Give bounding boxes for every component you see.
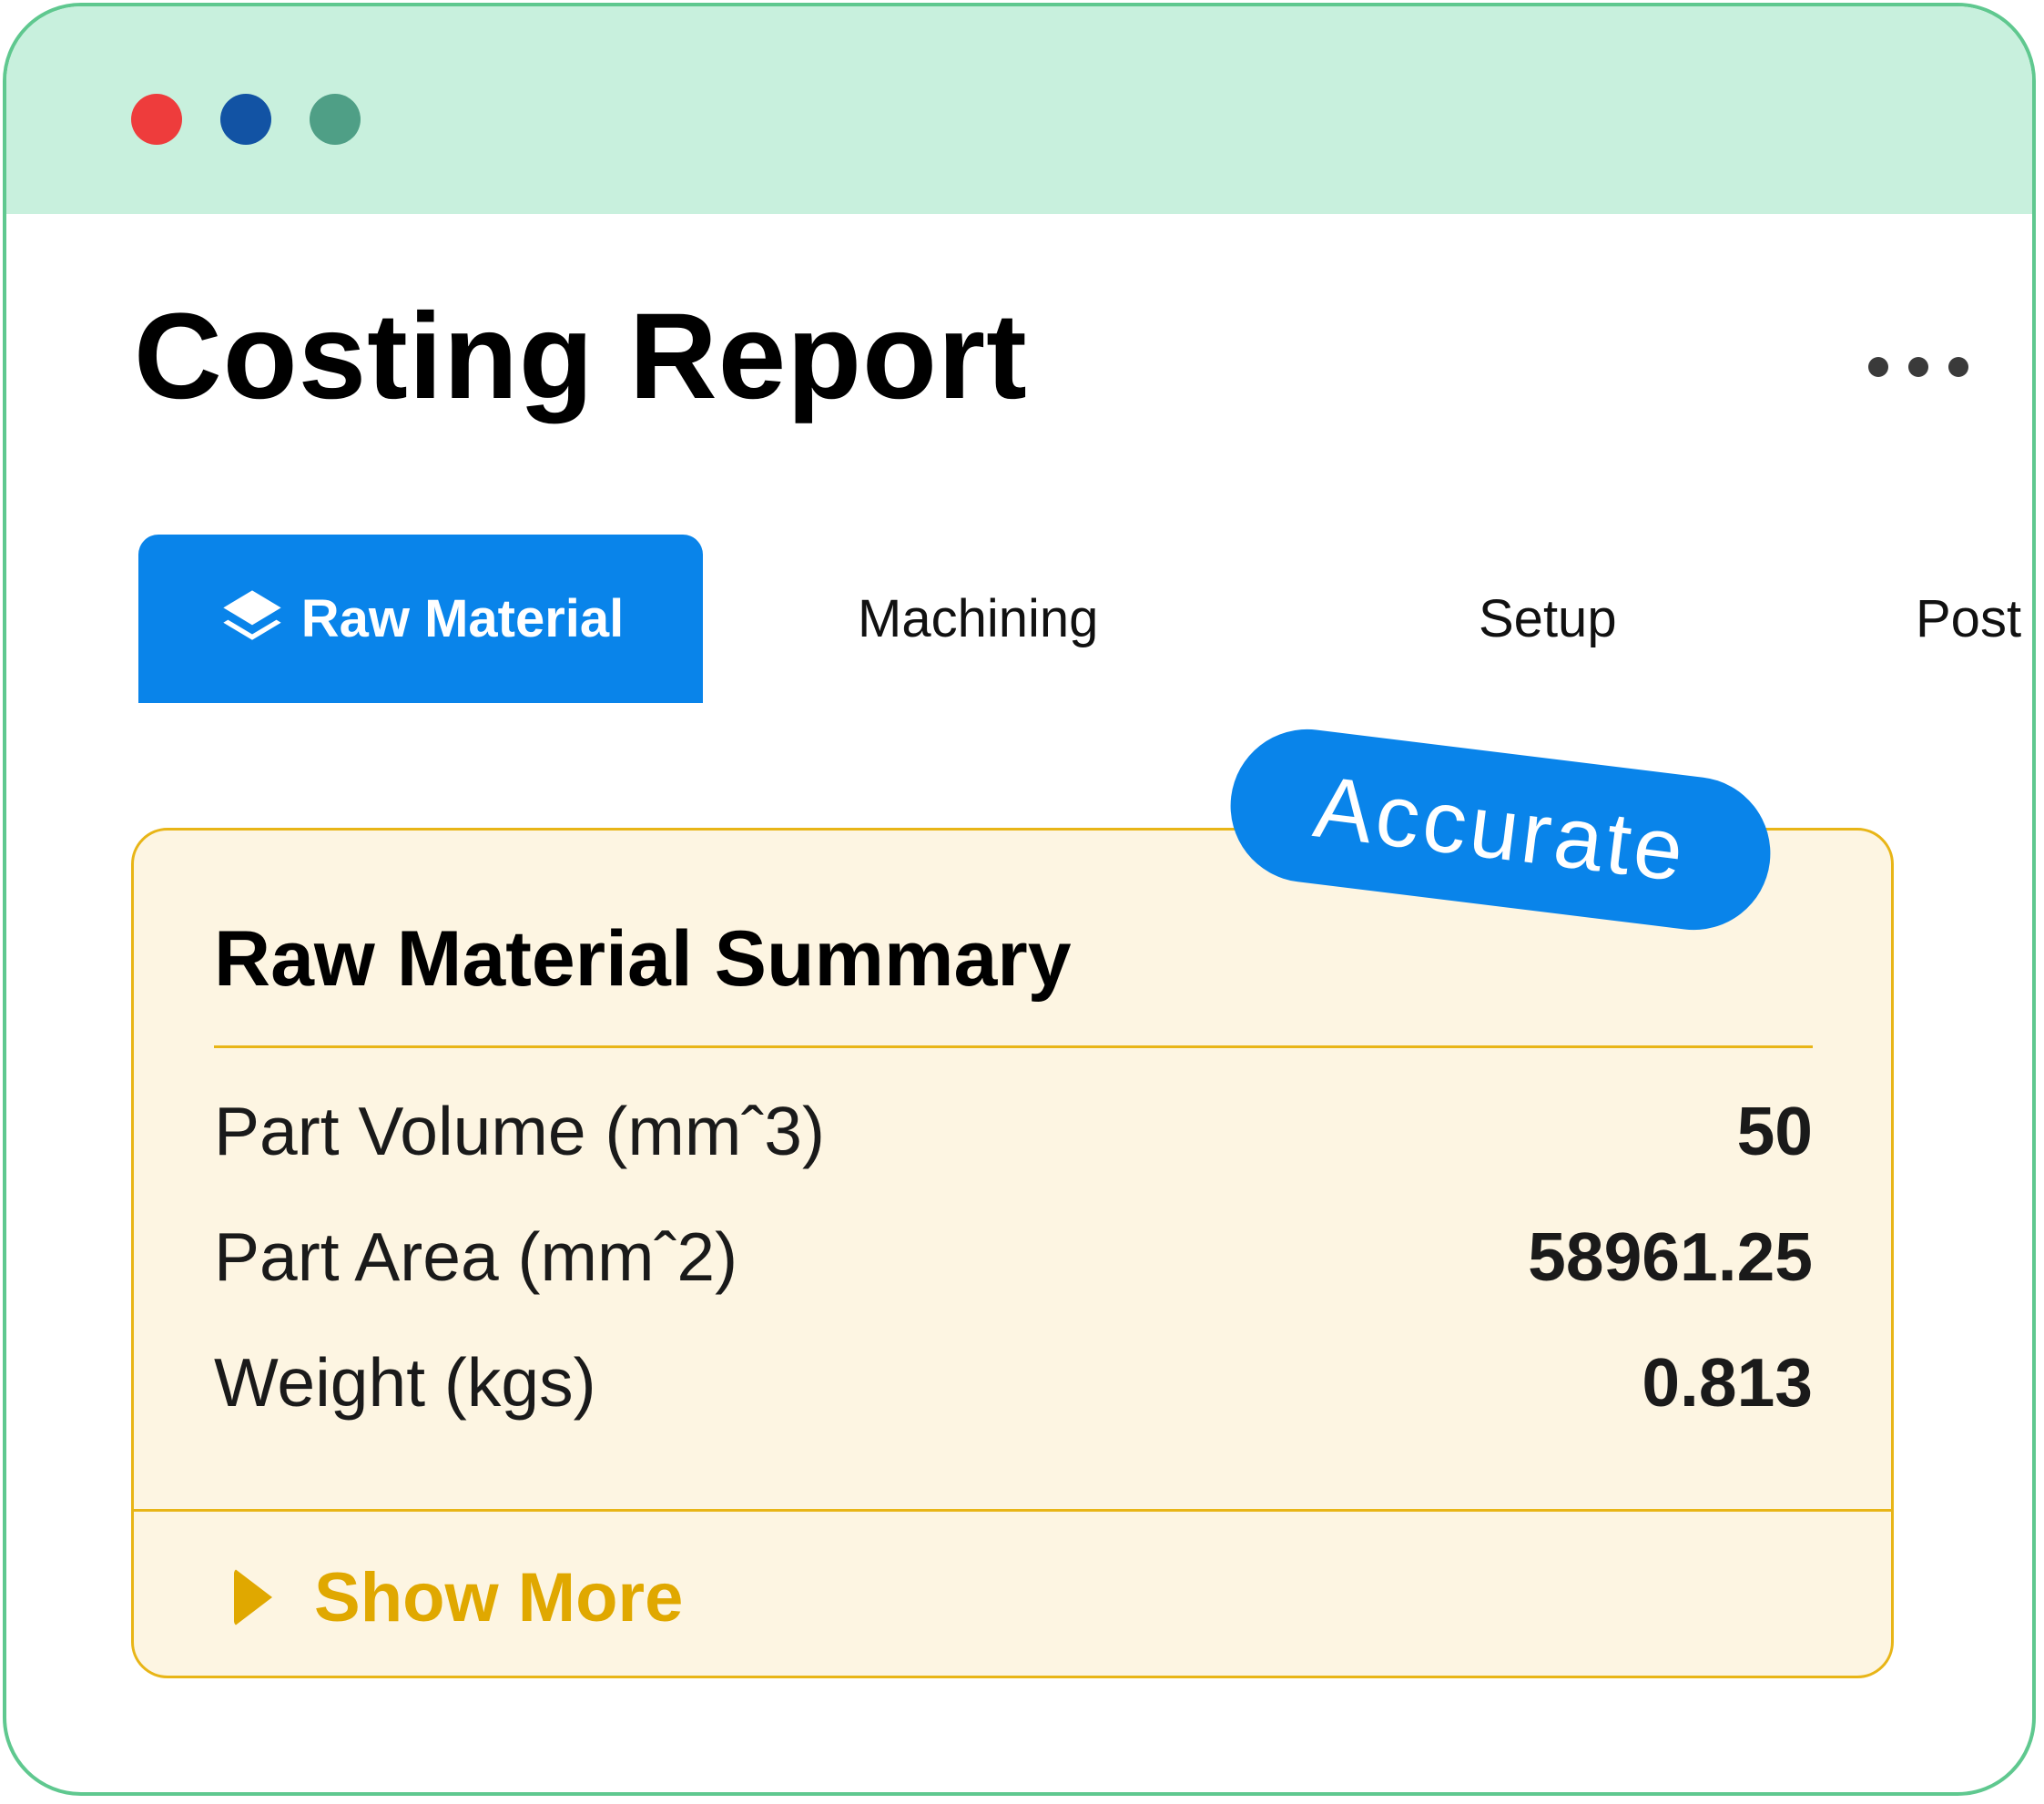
tab-raw-material[interactable]: Raw Material bbox=[138, 535, 703, 703]
summary-row: Weight (kgs) 0.813 bbox=[214, 1337, 1813, 1428]
row-value: 0.813 bbox=[1642, 1344, 1813, 1421]
show-more-label: Show More bbox=[314, 1558, 684, 1636]
divider bbox=[134, 1509, 1891, 1512]
card-title: Raw Material Summary bbox=[214, 915, 1072, 1003]
show-more-button[interactable]: Show More bbox=[234, 1552, 683, 1643]
tab-bar: Raw Material Machining Setup Post bbox=[6, 535, 2032, 703]
title-bar bbox=[6, 6, 2032, 214]
row-value: 50 bbox=[1736, 1093, 1813, 1169]
summary-row: Part Volume (mmˆ3) 50 bbox=[214, 1085, 1813, 1177]
tab-machining[interactable]: Machining bbox=[858, 535, 1098, 703]
tab-label: Post bbox=[1916, 589, 2022, 648]
app-window: Costing Report Raw Material Machining Se… bbox=[3, 3, 2036, 1796]
layers-icon bbox=[223, 589, 281, 640]
maximize-window-button[interactable] bbox=[310, 94, 361, 145]
page-title: Costing Report bbox=[134, 289, 1028, 424]
tab-label: Setup bbox=[1479, 589, 1617, 648]
divider bbox=[214, 1045, 1813, 1048]
tab-label: Machining bbox=[858, 589, 1099, 648]
tab-setup[interactable]: Setup bbox=[1479, 535, 1617, 703]
more-options-button[interactable] bbox=[1868, 349, 1968, 385]
more-horizontal-icon bbox=[1948, 357, 1968, 377]
row-label: Part Volume (mmˆ3) bbox=[214, 1093, 825, 1169]
minimize-window-button[interactable] bbox=[220, 94, 271, 145]
summary-row: Part Area (mmˆ2) 58961.25 bbox=[214, 1211, 1813, 1302]
row-label: Part Area (mmˆ2) bbox=[214, 1218, 738, 1295]
row-value: 58961.25 bbox=[1528, 1218, 1813, 1295]
row-label: Weight (kgs) bbox=[214, 1344, 596, 1421]
more-horizontal-icon bbox=[1908, 357, 1928, 377]
tab-post[interactable]: Post bbox=[1916, 535, 2021, 703]
tab-label: Raw Material bbox=[300, 589, 625, 648]
raw-material-summary-card: Raw Material Summary Part Volume (mmˆ3) … bbox=[131, 828, 1894, 1678]
more-horizontal-icon bbox=[1868, 357, 1888, 377]
close-window-button[interactable] bbox=[131, 94, 182, 145]
caret-right-icon bbox=[234, 1568, 272, 1626]
